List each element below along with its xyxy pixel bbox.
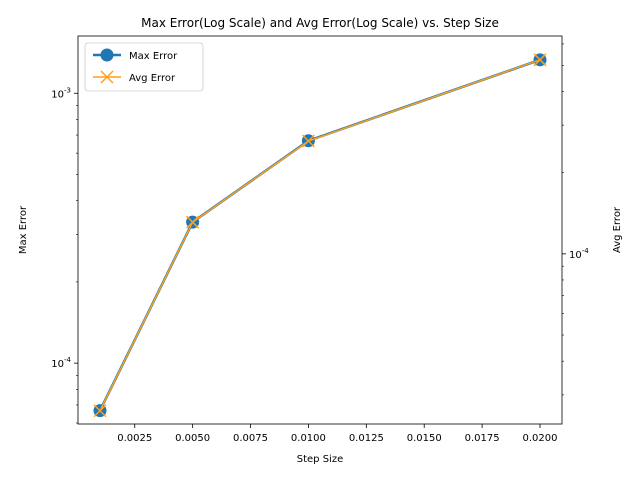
chart-title: Max Error(Log Scale) and Avg Error(Log S… [141,16,499,30]
x-axis-label: Step Size [297,454,343,465]
x-tick-label: 0.0050 [175,433,210,444]
y-axis-left: 10-4 10-3 [51,86,78,424]
legend-max-error-marker [100,48,114,62]
x-tick-label: 0.0150 [407,433,442,444]
legend-max-error-label: Max Error [129,51,178,62]
legend: Max Error Avg Error [84,42,204,92]
x-tick-label: 0.0200 [523,433,558,444]
x-tick-label: 0.0075 [233,433,268,444]
x-tick-label: 0.0100 [291,433,326,444]
y-tick-label: 10-3 [51,86,71,100]
avg-error-point [93,404,107,418]
y-axis-left-label: Max Error [18,205,29,254]
avg-error-point [301,134,315,148]
y-tick-label: 10-4 [51,356,71,370]
y-axis-right-label: Avg Error [612,206,623,253]
avg-error-point [533,53,547,67]
legend-avg-error-marker [100,70,114,84]
x-tick-label: 0.0025 [117,433,152,444]
plot-area [93,53,547,418]
plot-frame [77,35,563,425]
x-tick-label: 0.0125 [349,433,384,444]
max-error-line [98,58,541,412]
y-tick-label: 10-4 [569,247,589,261]
y-axis-right: 10-4 [562,43,589,396]
x-tick-label: 0.0175 [465,433,500,444]
avg-error-line [99,59,541,412]
x-axis: 0.0025 0.0050 0.0075 0.0100 0.0125 0.0150 0.01… [117,424,558,444]
legend-avg-error-label: Avg Error [129,73,176,84]
avg-error-point [186,215,200,229]
